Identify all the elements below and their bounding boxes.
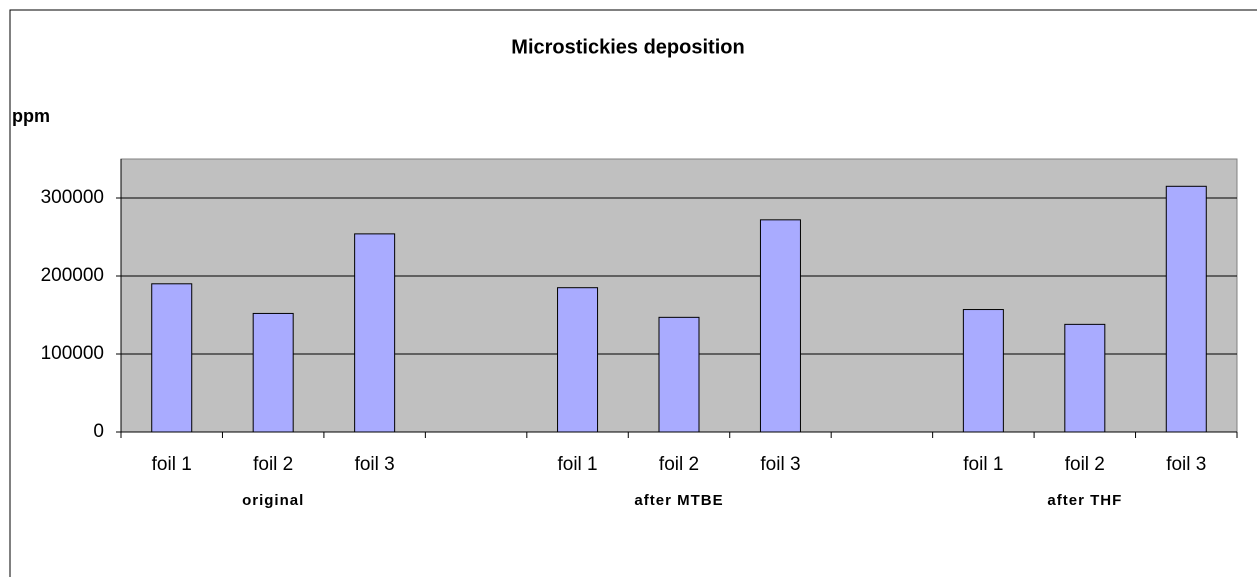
- bar: [557, 287, 599, 433]
- bar: [1165, 185, 1207, 433]
- chart-title: Microstickies deposition: [511, 36, 744, 58]
- y-tick-label: 0: [93, 421, 104, 442]
- x-tick-label: foil 2: [659, 454, 699, 475]
- y-axis-label: ppm: [12, 106, 50, 126]
- group-label: original: [242, 492, 304, 509]
- bar: [962, 309, 1004, 433]
- x-tick-label: foil 3: [355, 454, 395, 475]
- x-tick-label: foil 1: [557, 454, 597, 475]
- x-tick-label: foil 2: [253, 454, 293, 475]
- bar: [151, 283, 193, 433]
- bar: [759, 219, 801, 433]
- bar: [658, 316, 700, 433]
- x-tick-label: foil 3: [1166, 454, 1206, 475]
- bar: [354, 233, 396, 433]
- x-tick-label: foil 2: [1065, 454, 1105, 475]
- chart-frame: [9, 9, 1257, 577]
- bar: [1064, 323, 1106, 433]
- bar: [252, 312, 294, 433]
- group-label: after THF: [1047, 492, 1122, 509]
- x-tick-label: foil 1: [963, 454, 1003, 475]
- y-tick-label: 300000: [41, 187, 104, 208]
- y-tick-label: 100000: [41, 343, 104, 364]
- x-tick-label: foil 3: [760, 454, 800, 475]
- x-tick-label: foil 1: [152, 454, 192, 475]
- group-label: after MTBE: [634, 492, 723, 509]
- y-tick-label: 200000: [41, 265, 104, 286]
